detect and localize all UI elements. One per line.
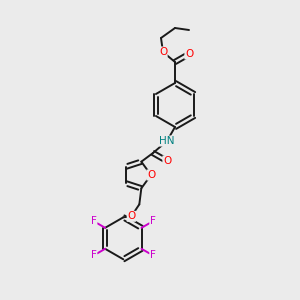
Text: O: O — [127, 211, 136, 221]
Text: O: O — [185, 49, 193, 59]
Text: O: O — [147, 170, 155, 180]
Text: F: F — [150, 250, 156, 260]
Text: O: O — [159, 47, 167, 57]
Text: F: F — [91, 216, 97, 226]
Text: O: O — [163, 156, 171, 166]
Text: HN: HN — [159, 136, 175, 146]
Text: F: F — [150, 216, 156, 226]
Text: F: F — [91, 250, 97, 260]
